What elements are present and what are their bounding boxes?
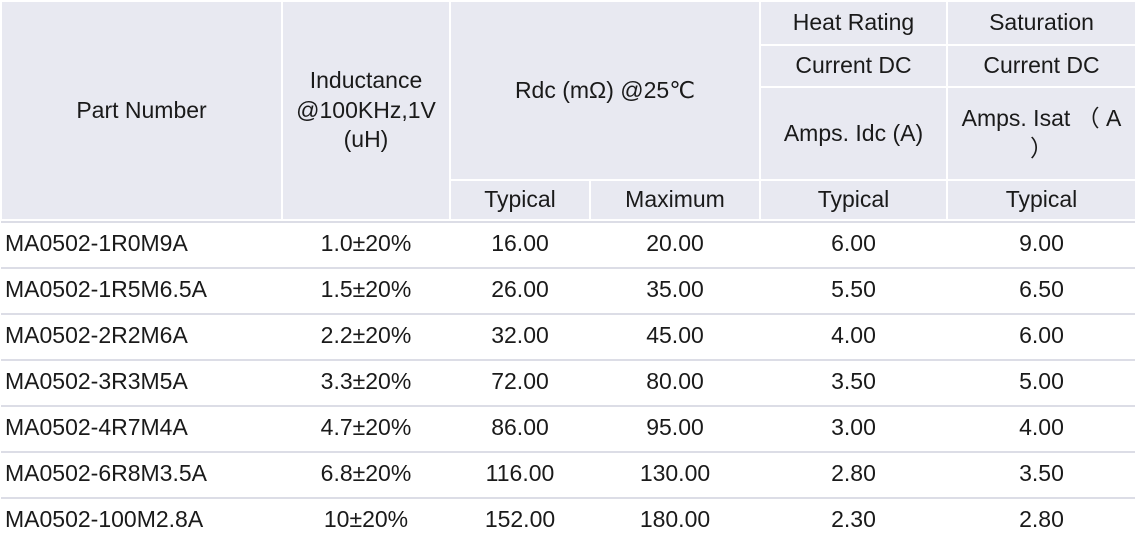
cell-inductance: 1.5±20% [281, 269, 451, 313]
cell-rdc-maximum: 80.00 [589, 361, 761, 405]
cell-part-number: MA0502-1R0M9A [0, 223, 283, 267]
cell-isat-typical: 6.50 [946, 269, 1135, 313]
cell-rdc-typical: 16.00 [449, 223, 591, 267]
cell-part-number: MA0502-6R8M3.5A [0, 453, 283, 497]
cell-idc-typical: 6.00 [759, 223, 948, 267]
header-heat-rating-line2: Current DC [759, 44, 948, 88]
cell-rdc-maximum: 45.00 [589, 315, 761, 359]
row-divider [1, 220, 1135, 223]
header-saturation-line2: Current DC [946, 44, 1135, 88]
table-row: MA0502-6R8M3.5A 6.8±20% 116.00 130.00 2.80 3.… [0, 453, 1135, 497]
header-heat-rating-line3: Amps. Idc (A) [759, 86, 948, 181]
cell-idc-typical: 2.30 [759, 499, 948, 543]
row-divider-line [1, 450, 1135, 453]
cell-idc-typical: 4.00 [759, 315, 948, 359]
header-saturation-line3a-label: Amps. Isat （ A [961, 104, 1122, 131]
cell-rdc-maximum: 130.00 [589, 453, 761, 497]
cell-inductance: 6.8±20% [281, 453, 451, 497]
cell-inductance: 10±20% [281, 499, 451, 543]
cell-rdc-typical: 152.00 [449, 499, 591, 543]
cell-idc-typical: 2.80 [759, 453, 948, 497]
cell-isat-typical: 4.00 [946, 407, 1135, 451]
row-divider-line [1, 358, 1135, 361]
table-row: MA0502-1R5M6.5A 1.5±20% 26.00 35.00 5.50 6.50 [0, 269, 1135, 313]
table-row: MA0502-1R0M9A 1.0±20% 16.00 20.00 6.00 9.00 [0, 223, 1135, 267]
subheader-rdc-typical: Typical [449, 179, 591, 221]
header-heat-rating-line3-label: Amps. Idc (A) [783, 119, 924, 146]
subheader-idc-typical: Typical [759, 179, 948, 221]
cell-rdc-maximum: 180.00 [589, 499, 761, 543]
cell-idc-typical: 5.50 [759, 269, 948, 313]
header-saturation-line1-label: Saturation [989, 9, 1094, 36]
subheader-rdc-maximum: Maximum [589, 179, 761, 221]
cell-isat-typical: 9.00 [946, 223, 1135, 267]
cell-part-number: MA0502-100M2.8A [0, 499, 283, 543]
cell-part-number: MA0502-1R5M6.5A [0, 269, 283, 313]
table-row: MA0502-100M2.8A 10±20% 152.00 180.00 2.30 2.8… [0, 499, 1135, 543]
header-saturation-line2-label: Current DC [983, 52, 1100, 79]
row-divider [1, 450, 1135, 453]
cell-rdc-maximum: 20.00 [589, 223, 761, 267]
cell-rdc-typical: 86.00 [449, 407, 591, 451]
row-divider [1, 312, 1135, 315]
cell-rdc-typical: 32.00 [449, 315, 591, 359]
cell-isat-typical: 2.80 [946, 499, 1135, 543]
row-divider-line [1, 404, 1135, 407]
row-divider [1, 358, 1135, 361]
header-part-number: Part Number [0, 0, 283, 221]
row-divider [1, 266, 1135, 269]
table-body: MA0502-1R0M9A 1.0±20% 16.00 20.00 6.00 9.00 MA… [0, 220, 1135, 543]
subheader-idc-typical-label: Typical [817, 186, 890, 213]
header-heat-rating-line2-label: Current DC [795, 52, 912, 79]
header-saturation-line3b-label: ） [1030, 134, 1053, 161]
header-saturation-line3: Amps. Isat （ A ） [946, 86, 1135, 181]
row-divider-line [1, 496, 1135, 499]
cell-idc-typical: 3.50 [759, 361, 948, 405]
cell-rdc-typical: 116.00 [449, 453, 591, 497]
header-rdc-label: Rdc (mΩ) @25℃ [514, 76, 696, 103]
row-divider [1, 496, 1135, 499]
cell-part-number: MA0502-2R2M6A [0, 315, 283, 359]
cell-idc-typical: 3.00 [759, 407, 948, 451]
header-saturation-line1: Saturation [946, 0, 1135, 46]
cell-inductance: 4.7±20% [281, 407, 451, 451]
table-row: MA0502-4R7M4A 4.7±20% 86.00 95.00 3.00 4.00 [0, 407, 1135, 451]
cell-rdc-maximum: 95.00 [589, 407, 761, 451]
cell-part-number: MA0502-4R7M4A [0, 407, 283, 451]
header-inductance-line3: (uH) [343, 126, 389, 153]
table-row: MA0502-2R2M6A 2.2±20% 32.00 45.00 4.00 6.00 [0, 315, 1135, 359]
header-part-number-label: Part Number [76, 96, 207, 123]
cell-part-number: MA0502-3R3M5A [0, 361, 283, 405]
cell-isat-typical: 3.50 [946, 453, 1135, 497]
cell-inductance: 1.0±20% [281, 223, 451, 267]
table-row: MA0502-3R3M5A 3.3±20% 72.00 80.00 3.50 5.00 [0, 361, 1135, 405]
row-divider-line [1, 266, 1135, 269]
subheader-rdc-maximum-label: Maximum [625, 186, 725, 213]
header-heat-rating-line1-label: Heat Rating [792, 9, 915, 36]
header-heat-rating-line1: Heat Rating [759, 0, 948, 46]
subheader-rdc-typical-label: Typical [484, 186, 556, 213]
cell-inductance: 3.3±20% [281, 361, 451, 405]
cell-rdc-typical: 26.00 [449, 269, 591, 313]
cell-rdc-maximum: 35.00 [589, 269, 761, 313]
header-inductance: Inductance @100KHz,1V (uH) [281, 0, 451, 221]
header-inductance-line1: Inductance [309, 66, 423, 93]
header-inductance-line2: @100KHz,1V [296, 96, 436, 123]
row-divider [1, 404, 1135, 407]
cell-inductance: 2.2±20% [281, 315, 451, 359]
subheader-isat-typical: Typical [946, 179, 1135, 221]
subheader-isat-typical-label: Typical [1005, 186, 1078, 213]
cell-isat-typical: 5.00 [946, 361, 1135, 405]
header-rdc: Rdc (mΩ) @25℃ [449, 0, 761, 181]
row-divider-line [1, 312, 1135, 315]
row-divider-line [1, 220, 1135, 223]
cell-rdc-typical: 72.00 [449, 361, 591, 405]
cell-isat-typical: 6.00 [946, 315, 1135, 359]
